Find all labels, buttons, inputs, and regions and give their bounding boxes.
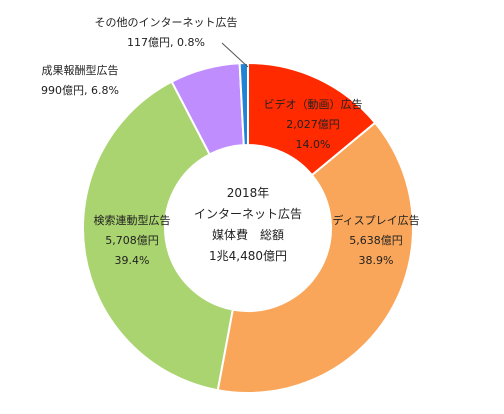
center-title: インターネット広告 — [194, 207, 302, 221]
leader-line-other — [221, 42, 249, 68]
label-video-name: ビデオ（動画）広告 — [264, 97, 363, 111]
slices-group — [82, 61, 414, 394]
label-video-percent: 14.0% — [296, 138, 331, 151]
label-performance-name: 成果報酬型広告 — [42, 63, 119, 77]
label-other-value: 117億円 — [127, 36, 170, 49]
label-other-line2: 117億円, 0.8% — [127, 36, 205, 49]
center-subtitle: 媒体費 総額 — [212, 227, 284, 242]
center-year: 2018年 — [227, 186, 270, 200]
label-other-name: その他のインターネット広告 — [95, 16, 238, 29]
slice-display — [216, 121, 414, 394]
label-video-value: 2,027億円 — [286, 118, 340, 131]
label-display-value: 5,638億円 — [349, 234, 403, 247]
slice-other — [238, 61, 249, 147]
label-display-percent: 38.9% — [359, 254, 394, 267]
label-performance-line2: 990億円, 6.8% — [41, 84, 119, 97]
label-search-name: 検索連動型広告 — [94, 213, 171, 227]
center-total: 1兆4,480億円 — [209, 249, 287, 263]
slice-search — [82, 80, 234, 392]
label-other-percent: 0.8% — [177, 36, 205, 49]
label-search-value: 5,708億円 — [105, 234, 159, 247]
label-display-name: ディスプレイ広告 — [332, 213, 419, 227]
label-search-percent: 39.4% — [115, 254, 150, 267]
label-performance-percent: 6.8% — [91, 84, 119, 97]
label-performance-value: 990億円 — [41, 84, 84, 97]
